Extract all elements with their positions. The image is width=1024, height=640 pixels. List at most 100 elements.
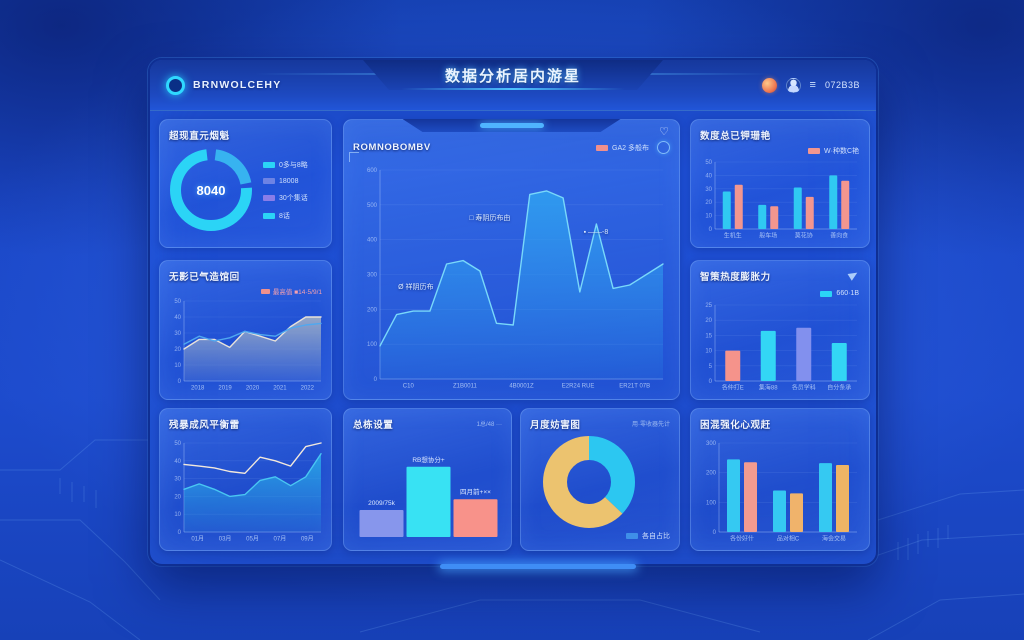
svg-text:20: 20 xyxy=(705,200,712,206)
legend-label: 30个集话 xyxy=(279,194,308,202)
titlebar-accent-right xyxy=(566,73,771,75)
svg-text:0: 0 xyxy=(709,227,713,233)
legend-swatch xyxy=(808,148,820,154)
svg-text:0: 0 xyxy=(709,379,713,385)
svg-text:15: 15 xyxy=(705,333,712,339)
svg-text:40: 40 xyxy=(174,315,181,321)
panel-perf-title: 残暴成风平衡雷 xyxy=(169,420,240,431)
titlebar: 数据分析居内游星 BRNWOLCEHY ≡ 072B3B xyxy=(150,60,876,111)
r2-bar-chart: 25 20 15 10 5 0 各仲打E 集海88 各员学科 自分条承 xyxy=(699,301,861,392)
panel-main-title: ROMNOBOMBV xyxy=(353,142,431,153)
panel-overview-title: 超现直元烟魁 xyxy=(169,131,230,142)
svg-text:400: 400 xyxy=(367,238,378,244)
svg-text:海会交易: 海会交易 xyxy=(822,535,846,543)
svg-text:生机生: 生机生 xyxy=(724,232,742,240)
overview-donut-chart: 8040 xyxy=(169,148,253,232)
svg-text:5: 5 xyxy=(709,364,713,370)
legend-swatch xyxy=(263,161,275,168)
perf-area-chart: 50 40 30 20 10 0 01月 03月 05月 07月 09月 xyxy=(168,439,325,543)
svg-text:善向食: 善向食 xyxy=(830,232,848,240)
main-legend: GA2 多般布 xyxy=(596,143,649,153)
svg-text:01月: 01月 xyxy=(191,536,204,543)
monthly-corner-text: 用·零收器先计 xyxy=(632,422,670,428)
svg-text:2020: 2020 xyxy=(246,386,260,392)
panel-monthly-title: 月度妨害图 xyxy=(530,420,581,431)
svg-text:30: 30 xyxy=(174,331,181,337)
panel-r1-title: 数度总已钾珊艳 xyxy=(700,131,771,142)
logo-text: BRNWOLCEHY xyxy=(193,79,282,91)
svg-text:各员学科: 各员学科 xyxy=(792,384,816,392)
svg-text:0: 0 xyxy=(178,379,182,385)
svg-text:50: 50 xyxy=(705,160,712,166)
svg-text:ER21T 07B: ER21T 07B xyxy=(619,384,650,390)
panel-r2-title: 智策热度膨胀力 xyxy=(700,272,771,283)
user-avatar-icon[interactable] xyxy=(785,77,801,93)
panel-r3-title: 困混强化心观赶 xyxy=(700,420,771,431)
svg-text:2022: 2022 xyxy=(301,386,315,392)
legend-swatch xyxy=(626,533,638,539)
svg-text:0: 0 xyxy=(178,530,182,536)
panel-perf: 残暴成风平衡雷 50 40 30 20 10 0 01月 03月 05月 07月 09月 xyxy=(159,408,332,551)
svg-text:2009/75k: 2009/75k xyxy=(368,500,395,507)
svg-text:40: 40 xyxy=(174,459,181,465)
svg-text:自分条承: 自分条承 xyxy=(827,384,851,392)
svg-text:RB想协分+: RB想协分+ xyxy=(412,455,445,464)
titlebar-accent-left xyxy=(255,73,460,75)
svg-text:各份好什: 各份好什 xyxy=(730,535,754,543)
svg-text:20: 20 xyxy=(174,347,181,353)
legend-item: 660·1B xyxy=(820,290,859,297)
svg-text:10: 10 xyxy=(174,512,181,518)
panel-grouped-bars-top: 数度总已钾珊艳 W·种数C艳 50 40 30 20 10 0 生机生 般车场 莫花协 善向食 xyxy=(690,119,870,248)
stats-corner-text: 1总/48 ··· xyxy=(476,422,502,428)
svg-text:各仲打E: 各仲打E xyxy=(722,384,744,392)
svg-text:09月: 09月 xyxy=(301,536,314,543)
panel-overview: 超现直元烟魁 8040 0多与8略 18008 30个集话 8话 xyxy=(159,119,332,248)
notch-glow-line xyxy=(401,88,625,90)
legend-swatch xyxy=(263,212,275,219)
notification-avatar-icon[interactable] xyxy=(761,77,777,93)
legend-label: 8话 xyxy=(279,212,290,220)
legend-item: 18008 xyxy=(263,178,308,185)
monthly-donut-chart xyxy=(542,435,636,529)
svg-text:600: 600 xyxy=(367,168,378,174)
svg-text:200: 200 xyxy=(367,307,378,313)
r2-legend: 660·1B xyxy=(820,290,859,297)
dashboard-window: 数据分析居内游星 BRNWOLCEHY ≡ 072B3B 超现直元烟魁 8040 xyxy=(148,58,878,569)
main-area-chart: 600 500 400 300 200 100 0 C10 Z1B0011 4B0001Z E2R2… xyxy=(358,166,667,390)
svg-text:4B0001Z: 4B0001Z xyxy=(509,384,534,390)
trend-legend-swatch xyxy=(260,288,270,294)
user-id: 072B3B xyxy=(824,80,860,90)
legend-item: W·种数C艳 xyxy=(808,146,859,156)
svg-text:100: 100 xyxy=(706,500,717,506)
monthly-legend: 各自占比 xyxy=(626,531,670,541)
svg-text:集海88: 集海88 xyxy=(759,384,778,392)
panel-grouped-bars-bottom: 困混强化心观赶 300 200 100 0 各份好什 品对相C 海会交易 xyxy=(690,408,870,551)
legend-label: 18008 xyxy=(279,177,299,185)
svg-text:2021: 2021 xyxy=(273,386,287,392)
svg-text:40: 40 xyxy=(705,173,712,179)
legend-swatch xyxy=(263,194,275,201)
stats-bar-chart: 2009/75k RB想协分+ 四月前+×× xyxy=(352,443,503,542)
menu-icon[interactable]: ≡ xyxy=(809,78,816,91)
svg-text:500: 500 xyxy=(367,203,378,209)
panel-single-bars-mid: 智策热度膨胀力 660·1B 25 20 15 10 5 0 各仲打E 集海88 各员学科 自分条… xyxy=(690,260,870,400)
svg-text:20: 20 xyxy=(174,494,181,500)
svg-text:0: 0 xyxy=(713,530,717,536)
panel-trend: 无影已气造馆回 最高值 ■14·5/9/1 50 40 30 20 10 0 2018 201… xyxy=(159,260,332,400)
svg-text:200: 200 xyxy=(706,471,717,477)
svg-text:四月前+××: 四月前+×× xyxy=(460,487,491,496)
svg-text:0: 0 xyxy=(374,377,378,383)
svg-text:50: 50 xyxy=(174,441,181,447)
panel-stats: 总栋设置 1总/48 ··· 2009/75k RB想协分+ 四月前+×× xyxy=(343,408,512,551)
favorite-heart-icon[interactable]: ♡ xyxy=(659,126,669,138)
r3-bar-chart: 300 200 100 0 各份好什 品对相C 海会交易 xyxy=(699,439,861,543)
legend-item: 0多与8略 xyxy=(263,160,308,170)
svg-text:C10: C10 xyxy=(403,384,415,390)
app-title: 数据分析居内游星 xyxy=(444,67,581,85)
titlebar-left: BRNWOLCEHY xyxy=(166,60,281,110)
refresh-circle-icon[interactable] xyxy=(657,141,670,154)
legend-item: 30个集话 xyxy=(263,193,308,203)
notch-handle xyxy=(480,123,544,128)
